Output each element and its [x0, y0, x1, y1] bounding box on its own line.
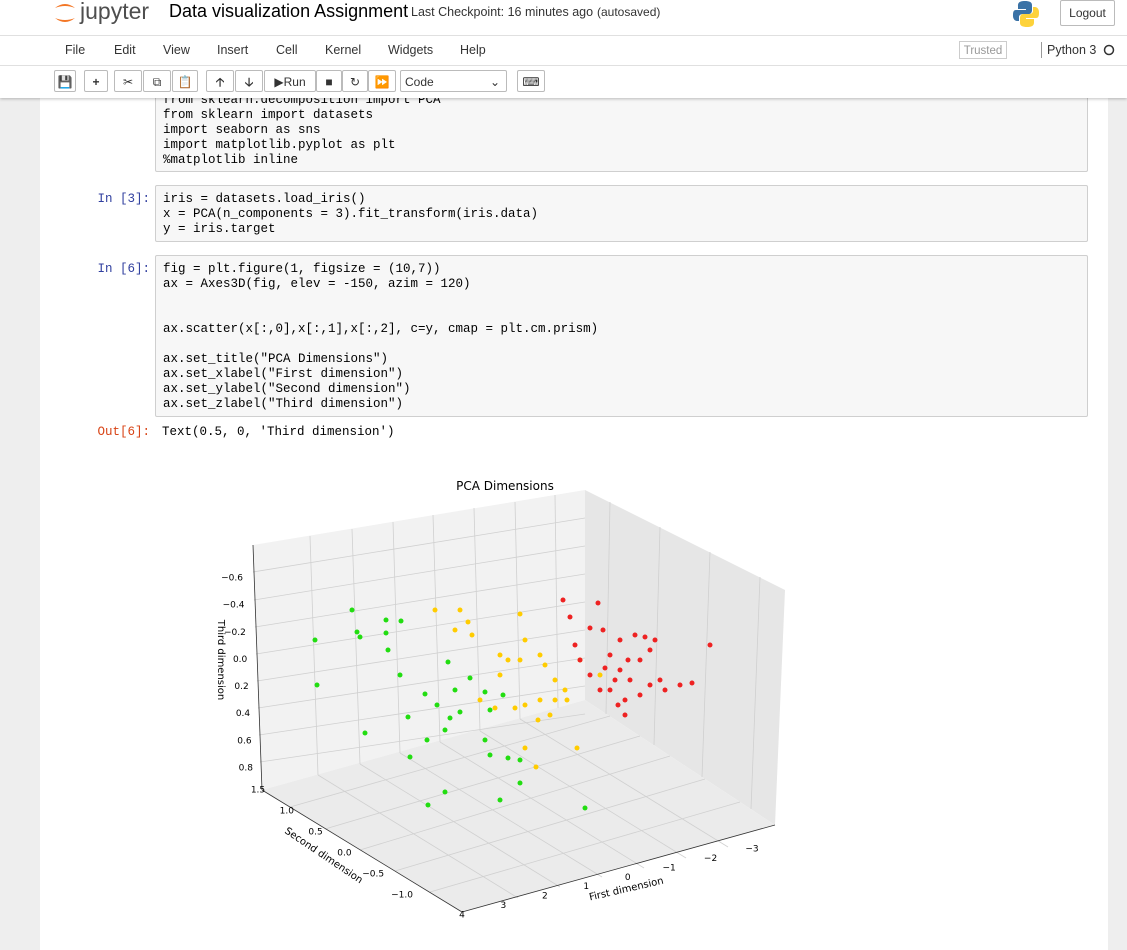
- code-input: fig = plt.figure(1, figsize = (10,7)) ax …: [163, 262, 598, 412]
- y-tick-label: 0.0: [337, 849, 352, 859]
- x-tick-label: −1: [663, 863, 676, 873]
- menu-item[interactable]: Widgets: [388, 43, 434, 57]
- figure: PCA Dimensions Third dimension Second di…: [215, 479, 785, 921]
- stop-button[interactable]: ■: [316, 70, 342, 92]
- code-block: fig = plt.figure(1, figsize = (10,7)) ax …: [163, 262, 598, 292]
- code-line: ax.set_zlabel("Third dimension"): [163, 397, 404, 411]
- code-line: fig = plt.figure(1, figsize = (10,7)): [163, 262, 441, 276]
- scatter-points: [312, 597, 713, 811]
- y-tick-label: 0.5: [308, 828, 322, 838]
- copy-button[interactable]: ⧉: [143, 70, 171, 92]
- kernel-indicator: [1103, 44, 1115, 56]
- run-all-button[interactable]: ⏩: [368, 70, 396, 92]
- code-line: y = iris.target: [163, 222, 276, 236]
- z-tick-label: −0.4: [223, 601, 245, 611]
- cut-button[interactable]: ✂: [114, 70, 142, 92]
- code-cell[interactable]: iris = datasets.load_iris() x = PCA(n_com…: [155, 185, 1088, 242]
- code-block: iris = datasets.load_iris() x = PCA(n_com…: [163, 192, 538, 237]
- x-tick-label: 0: [625, 873, 631, 883]
- y-tick-label: −0.5: [362, 870, 384, 880]
- menu-item[interactable]: Help: [460, 43, 486, 57]
- cell-type-select[interactable]: Code ⌄: [400, 70, 507, 92]
- code-line: ax.scatter(x[:,0],x[:,1],x[:,2], c=y, cm…: [163, 322, 599, 336]
- input-prompt: In [3]:: [97, 192, 150, 206]
- y-tick-label: −1.0: [391, 891, 413, 901]
- code-cell[interactable]: from sklearn.decomposition import PCA fro…: [155, 90, 1088, 172]
- code-line: ax.set_xlabel("First dimension"): [163, 367, 404, 381]
- separator: [1041, 42, 1042, 58]
- move-down-button[interactable]: 🡣: [235, 70, 263, 92]
- code-block: from sklearn.decomposition import PCA fro…: [163, 93, 441, 168]
- output-text: Text(0.5, 0, 'Third dimension'): [162, 425, 395, 439]
- python-logo: [1013, 1, 1039, 27]
- x-tick-label: −3: [745, 845, 758, 855]
- figure-title: PCA Dimensions: [456, 479, 554, 493]
- menu-bar: File Edit View Insert Cell Kernel Widgets Help: [0, 35, 1127, 66]
- autosaved: (autosaved): [597, 5, 661, 19]
- code-input: from sklearn.decomposition import PCA fro…: [163, 93, 441, 168]
- menu-item[interactable]: Edit: [114, 43, 136, 57]
- axes3d: PCA Dimensions Third dimension Second di…: [215, 479, 785, 921]
- y-tick-label: 1.5: [251, 786, 265, 796]
- x-tick-label: 3: [501, 901, 507, 911]
- paste-button[interactable]: 📋: [172, 70, 198, 92]
- code-input: iris = datasets.load_iris() x = PCA(n_com…: [163, 192, 538, 237]
- code-block: ax.scatter(x[:,0],x[:,1],x[:,2], c=y, cm…: [163, 322, 598, 337]
- z-tick-label: −0.2: [224, 628, 246, 638]
- move-up-button[interactable]: 🡡: [206, 70, 234, 92]
- menu-item[interactable]: View: [163, 43, 190, 57]
- code-cell[interactable]: fig = plt.figure(1, figsize = (10,7)) ax …: [155, 255, 1088, 417]
- code-line: ax.set_ylabel("Second dimension"): [163, 382, 411, 396]
- kernel-name: Python 3: [1047, 43, 1097, 57]
- notebook-title[interactable]: Data visualization Assignment: [169, 1, 409, 21]
- logout-button[interactable]: Logout: [1060, 0, 1115, 26]
- z-axis-label: Third dimension: [215, 619, 226, 701]
- code-line: import matplotlib.pyplot as plt: [163, 138, 396, 152]
- trusted-badge[interactable]: Trusted: [959, 41, 1007, 59]
- code-line: iris = datasets.load_iris(): [163, 192, 366, 206]
- z-tick-label: 0.6: [237, 736, 252, 746]
- menu-item[interactable]: Kernel: [325, 43, 362, 57]
- z-tick-label: 0.8: [239, 764, 254, 774]
- menu-item[interactable]: Insert: [217, 43, 249, 57]
- run-icon: ▶​: [274, 75, 284, 89]
- header: jupyter Data visualization Assignment La…: [0, 0, 1127, 98]
- menu-item[interactable]: Cell: [276, 43, 298, 57]
- run-label: Run: [283, 75, 306, 89]
- x-tick-label: −2: [704, 854, 717, 864]
- code-line: from sklearn import datasets: [163, 108, 374, 122]
- code-line: x = PCA(n_components = 3).fit_transform(…: [163, 207, 539, 221]
- checkpoint: Last Checkpoint: 16 minutes ago: [411, 5, 594, 19]
- dropdown-arrow: ⌄: [489, 75, 500, 89]
- code-line: %matplotlib inline: [163, 153, 299, 167]
- tick-labels: −0.6 −0.4 −0.2 0.0 0.2 0.4 0.6 0.8 1.5 1.0 0.5 0.0 −…: [221, 574, 759, 921]
- z-tick-label: 0.4: [236, 709, 251, 719]
- code-line: import seaborn as sns: [163, 123, 321, 137]
- restart-button[interactable]: ↻: [342, 70, 368, 92]
- y-tick-label: 1.0: [280, 807, 295, 817]
- z-tick-label: −0.6: [221, 574, 243, 584]
- input-prompt: In [6]:: [97, 262, 150, 276]
- x-tick-label: 4: [459, 911, 465, 921]
- insert-button[interactable]: +: [84, 70, 108, 92]
- logo-text: jupyter: [80, 0, 150, 24]
- x-tick-label: 2: [542, 892, 548, 902]
- z-tick-label: 0.2: [234, 682, 248, 692]
- menu-item[interactable]: File: [65, 43, 86, 57]
- run-button[interactable]: ▶​Run: [264, 70, 316, 92]
- save-button[interactable]: 💾: [54, 70, 76, 92]
- output-prompt: Out[6]:: [97, 425, 150, 439]
- x-tick-label: 1: [583, 882, 589, 892]
- code-line: ax.set_title("PCA Dimensions"): [163, 352, 389, 366]
- z-tick-label: 0.0: [233, 655, 248, 665]
- keyboard-button[interactable]: ⌨: [517, 70, 545, 92]
- jupyter-logo-mark: [55, 4, 75, 22]
- cell-type: Code: [405, 75, 434, 89]
- code-block: ax.set_title("PCA Dimensions") ax.set_xla…: [163, 352, 598, 412]
- code-line: ax = Axes3D(fig, elev = -150, azim = 120…: [163, 277, 471, 291]
